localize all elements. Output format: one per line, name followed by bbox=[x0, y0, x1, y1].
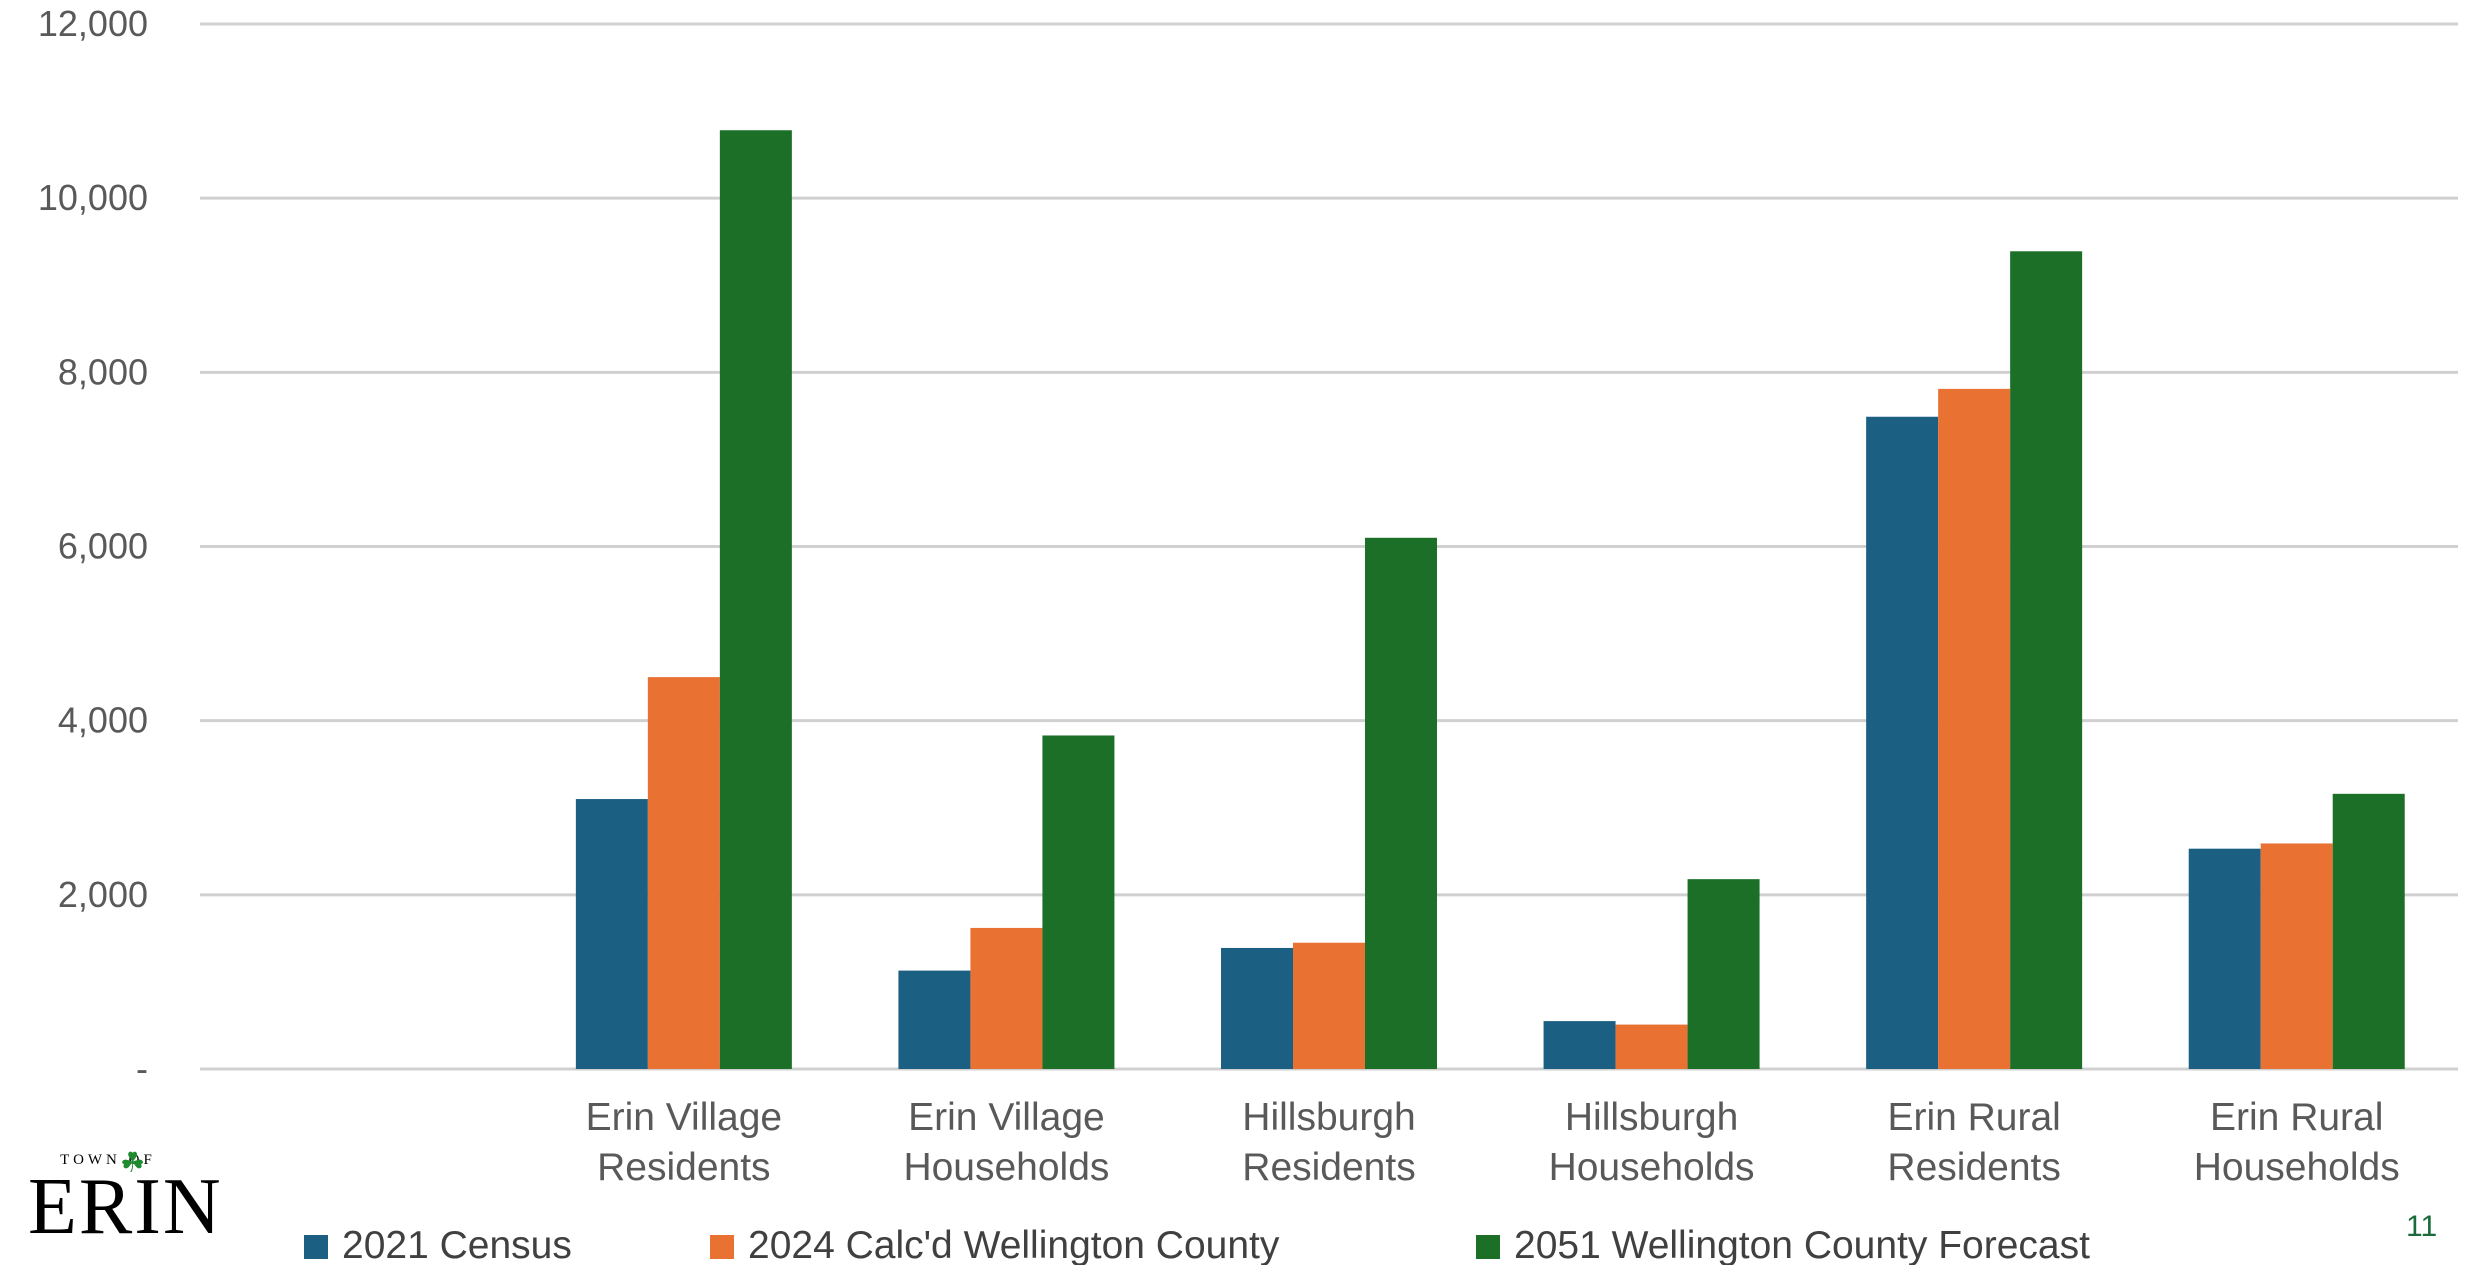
bar-4-0 bbox=[1543, 1021, 1616, 1069]
y-tick-label-1: 2,000 bbox=[58, 874, 148, 915]
x-tick-label-5-1: Residents bbox=[1887, 1146, 2060, 1189]
bar-2-1 bbox=[970, 927, 1043, 1069]
legend-swatch-2 bbox=[1476, 1235, 1500, 1259]
bar-1-0 bbox=[575, 799, 648, 1069]
x-tick-label-2-0: Erin Village bbox=[908, 1096, 1105, 1139]
legend-label-0: 2021 Census bbox=[342, 1224, 572, 1265]
x-tick-label-3-1: Residents bbox=[1242, 1146, 1415, 1189]
bar-4-2 bbox=[1687, 879, 1760, 1069]
x-tick-label-4-0: Hillsburgh bbox=[1565, 1096, 1738, 1139]
shamrock-icon: ☘ bbox=[120, 1147, 146, 1178]
bar-5-2 bbox=[2010, 251, 2083, 1070]
y-tick-label-3: 6,000 bbox=[58, 526, 148, 567]
x-tick-label-6-1: Households bbox=[2194, 1146, 2400, 1189]
y-tick-label-4: 8,000 bbox=[58, 351, 148, 392]
x-tick-label-2-1: Households bbox=[903, 1146, 1109, 1189]
bar-3-2 bbox=[1365, 537, 1437, 1069]
bar-2-0 bbox=[898, 970, 971, 1069]
bar-6-0 bbox=[2188, 848, 2261, 1069]
x-tick-label-3-0: Hillsburgh bbox=[1242, 1096, 1415, 1139]
x-tick-label-5-0: Erin Rural bbox=[1887, 1096, 2060, 1139]
x-tick-label-1-1: Residents bbox=[597, 1146, 770, 1189]
legend-label-2: 2051 Wellington County Forecast bbox=[1514, 1224, 2090, 1265]
x-tick-label-4-1: Households bbox=[1549, 1146, 1755, 1189]
legend-swatch-1 bbox=[710, 1235, 734, 1259]
bar-5-1 bbox=[1938, 388, 2011, 1070]
bar-4-1 bbox=[1615, 1024, 1688, 1069]
bar-2-2 bbox=[1042, 735, 1115, 1069]
page-number: 11 bbox=[2406, 1210, 2438, 1243]
logo-big-text: ERIN bbox=[28, 1163, 223, 1251]
bar-3-1 bbox=[1293, 942, 1365, 1069]
bar-6-1 bbox=[2260, 843, 2333, 1069]
y-tick-label-2: 4,000 bbox=[58, 700, 148, 741]
bar-5-0 bbox=[1866, 416, 1939, 1069]
y-tick-label-0: - bbox=[136, 1048, 148, 1089]
bar-6-2 bbox=[2332, 793, 2405, 1069]
bar-3-0 bbox=[1221, 947, 1293, 1069]
y-tick-label-6: 12,000 bbox=[38, 3, 148, 44]
town-of-erin-logo: TOWN OF ☘ ERIN bbox=[28, 1147, 221, 1251]
y-tick-label-5: 10,000 bbox=[38, 177, 148, 218]
legend-swatch-0 bbox=[304, 1235, 328, 1259]
x-tick-label-6-0: Erin Rural bbox=[2210, 1096, 2383, 1139]
bar-1-1 bbox=[647, 677, 720, 1069]
bar-1-2 bbox=[719, 130, 792, 1069]
legend-label-1: 2024 Calc'd Wellington County bbox=[748, 1224, 1280, 1265]
x-tick-label-1-0: Erin Village bbox=[586, 1096, 783, 1139]
logo-small-text: TOWN OF bbox=[60, 1152, 156, 1168]
